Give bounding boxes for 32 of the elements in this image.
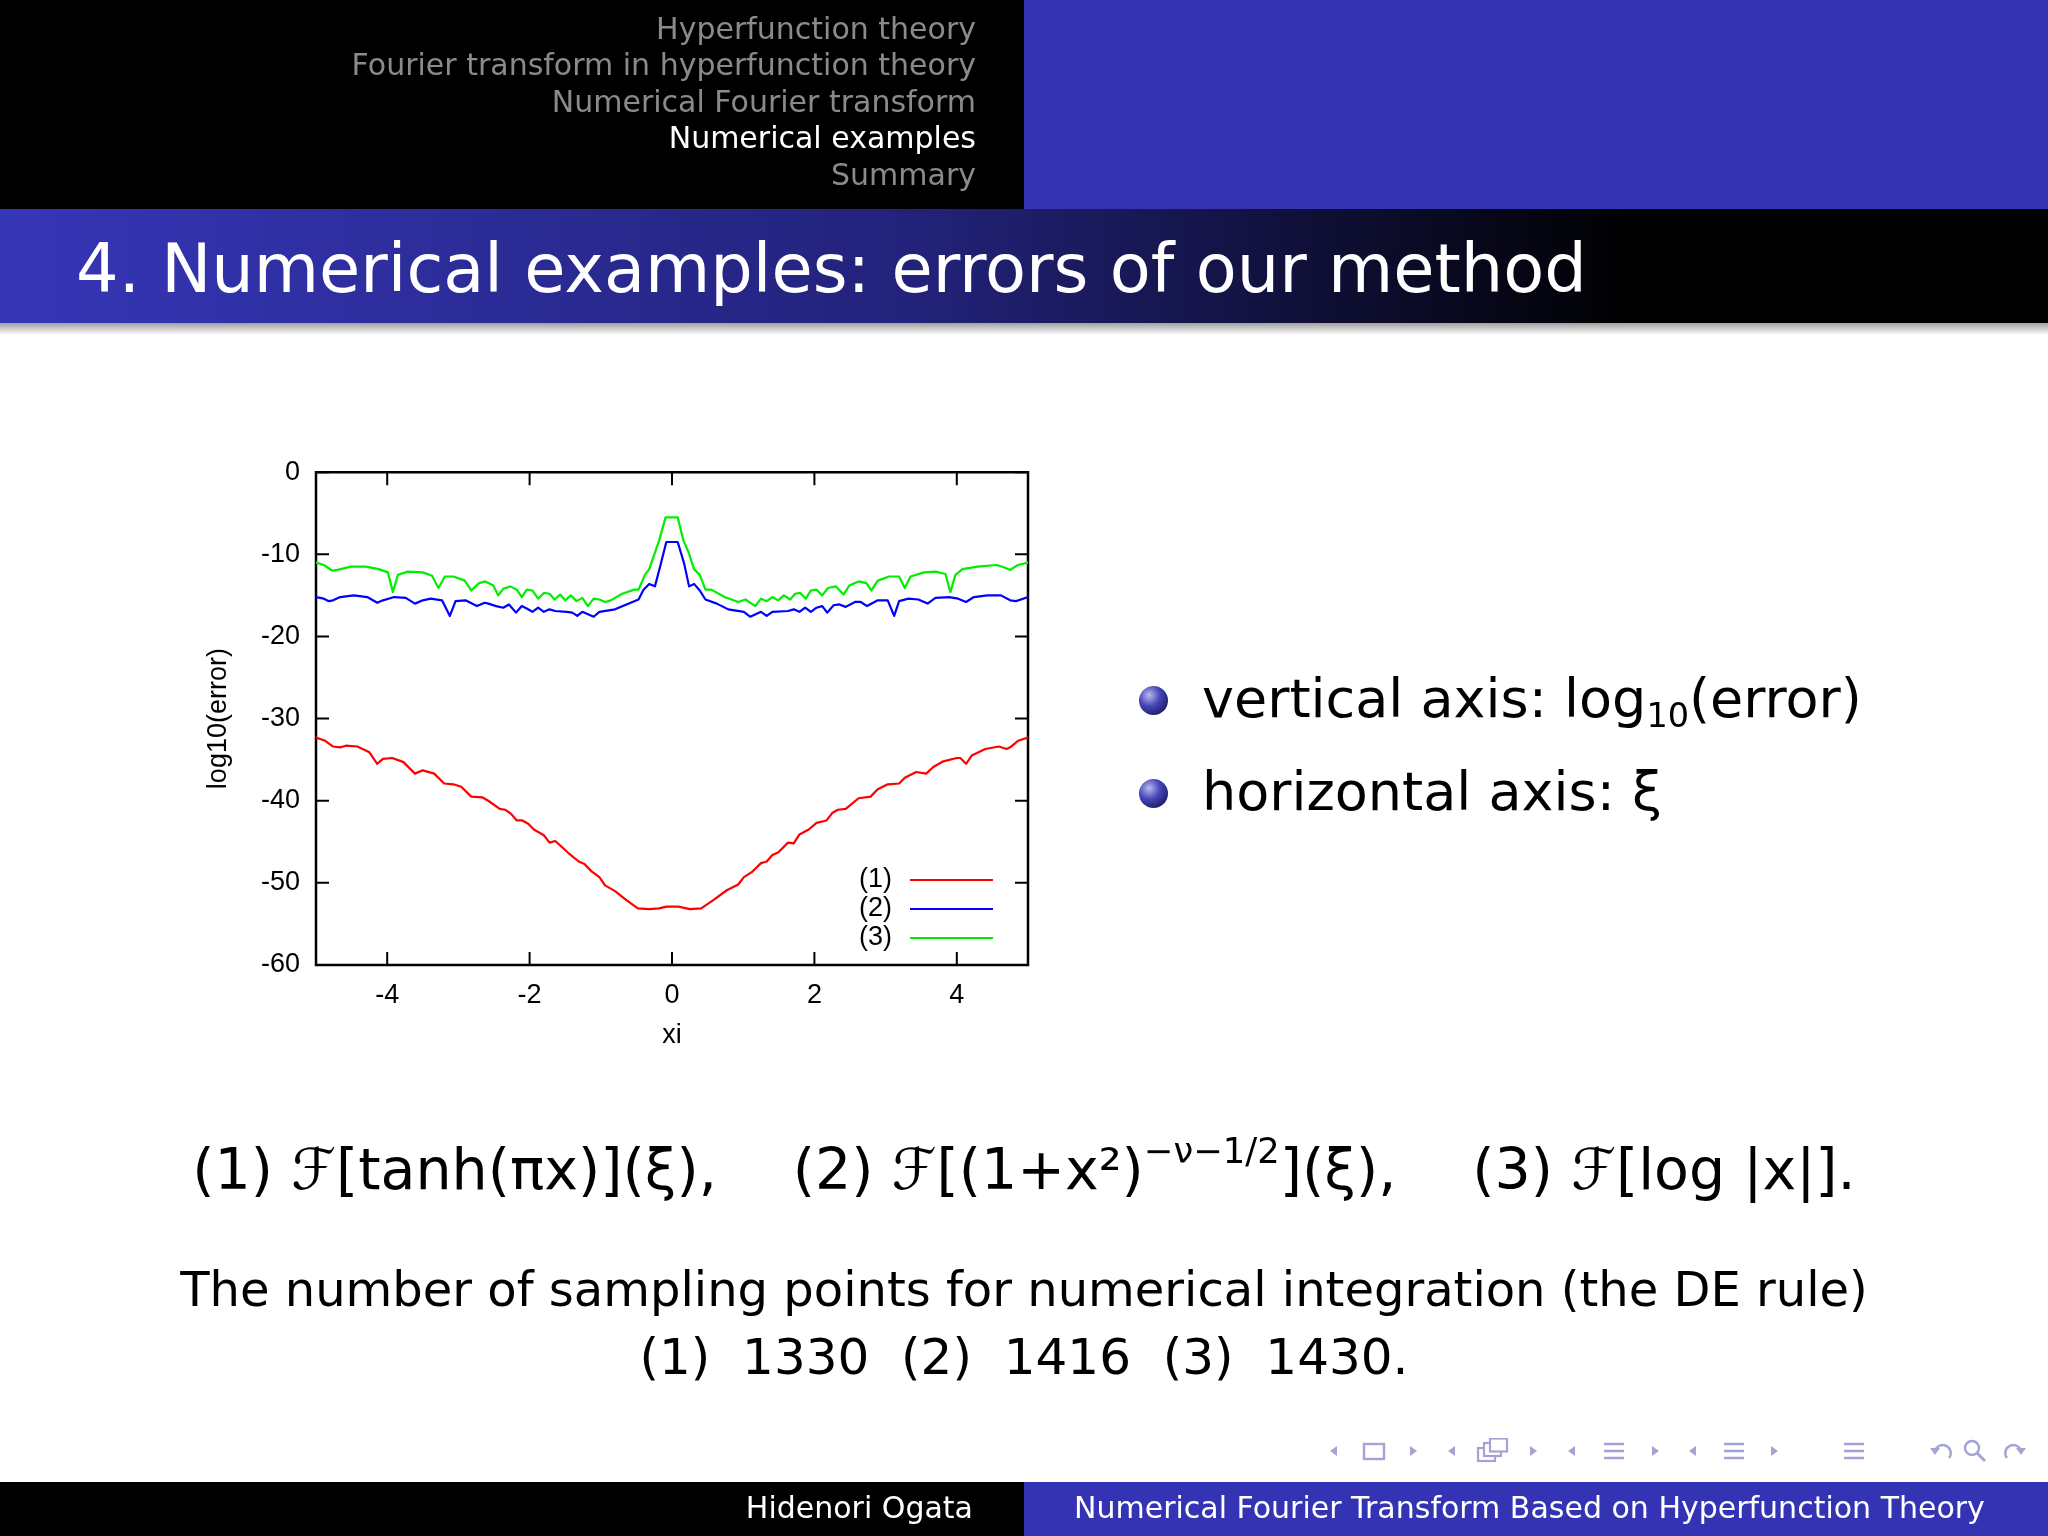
text: Hyperfunction theory — [656, 11, 976, 47]
text: (1) 1330 (2) 1416 (3) 1430. — [638, 1327, 1410, 1387]
text: horizontal axis: ξ — [1202, 760, 1663, 824]
y-tick-label: -20 — [260, 619, 300, 650]
y-tick-label: -10 — [260, 537, 300, 568]
x-tick-label: 0 — [664, 978, 680, 1009]
x-tick-label: 4 — [949, 978, 965, 1009]
text: (1) ℱ[tanh(πx)](ξ), — [192, 1135, 717, 1204]
text: Summary — [831, 157, 976, 193]
text: (2) ℱ[(1+x²)$^{−ν−1/2}$](ξ), — [792, 1129, 1397, 1204]
text: Fourier transform in hyperfunction theory — [351, 47, 976, 83]
chart-title: 4. Numerical examples: errors of our method — [76, 229, 1587, 310]
y-tick-label: -50 — [260, 866, 300, 897]
x-axis-title: xi — [662, 1019, 682, 1050]
legend-label: (3) — [859, 921, 892, 952]
y-tick-label: -40 — [260, 784, 300, 815]
text: Numerical examples — [668, 120, 976, 156]
legend-label: (1) — [859, 863, 892, 894]
x-tick-label: -4 — [375, 978, 400, 1009]
y-tick-label: -30 — [260, 702, 300, 733]
text: (3) ℱ[log |x|]. — [1472, 1135, 1856, 1205]
x-tick-label: -2 — [517, 978, 542, 1009]
text: The number of sampling points for numerical integration (the DE rule) — [179, 1260, 1869, 1319]
legend-label: (2) — [859, 892, 892, 923]
x-tick-label: 2 — [806, 978, 822, 1009]
text: Numerical Fourier transform — [551, 84, 976, 120]
text: vertical axis: log$_{10}$(error) — [1202, 667, 1862, 736]
text: Numerical Fourier Transform Based on Hyperfunction Theory — [1074, 1489, 1985, 1527]
y-axis-title: log10(error) — [201, 648, 232, 790]
y-tick-label: 0 — [284, 455, 300, 486]
text: Hidenori Ogata — [745, 1489, 973, 1527]
y-tick-label: -60 — [260, 948, 300, 979]
